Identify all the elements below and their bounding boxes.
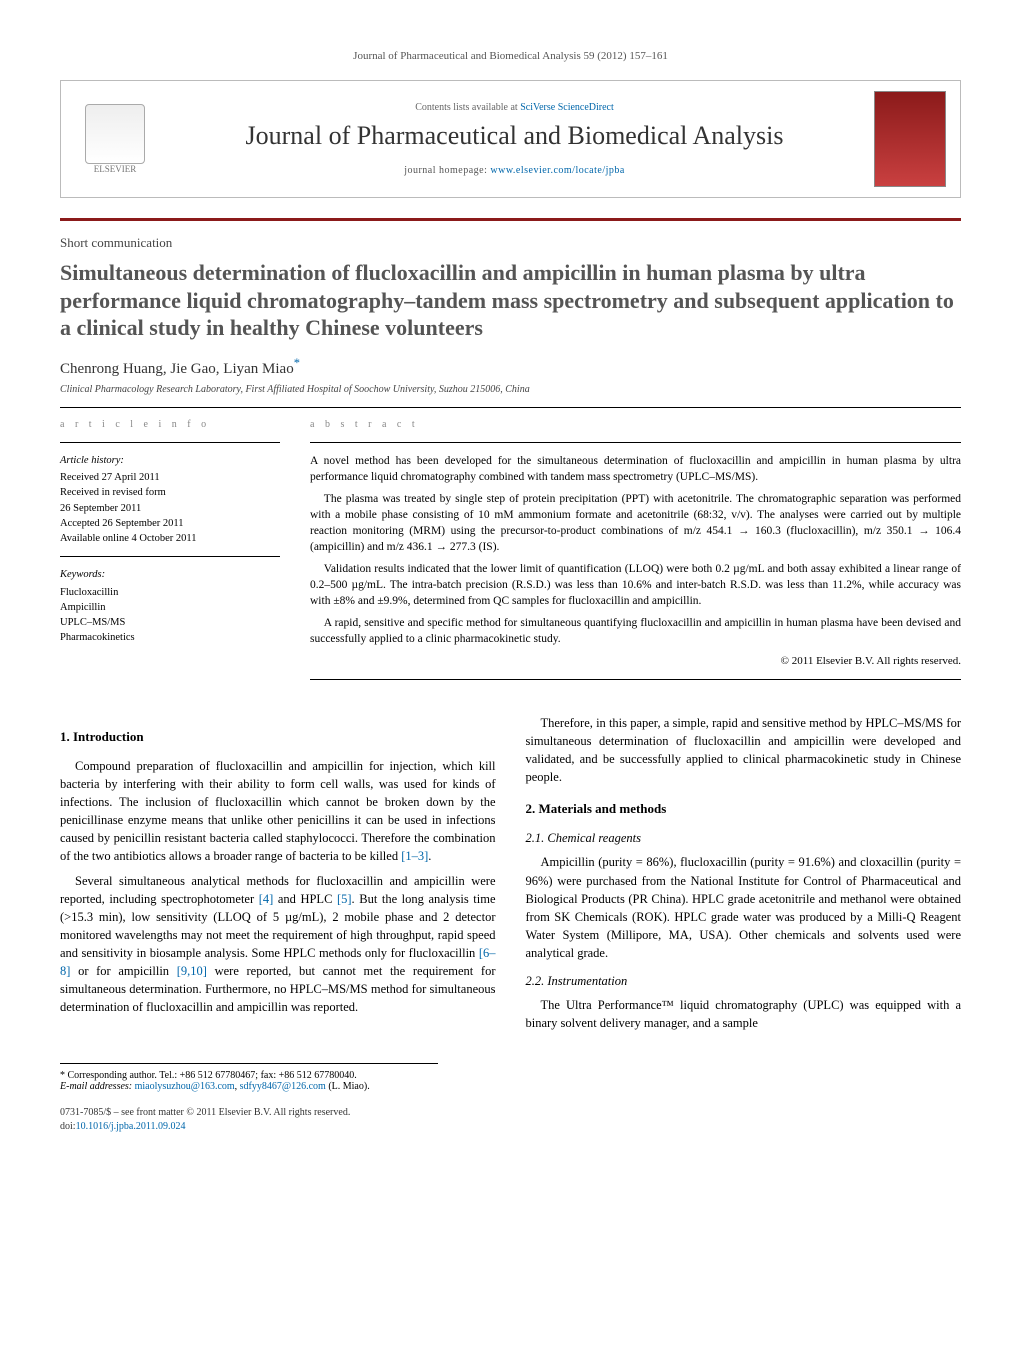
divider-bar: [60, 218, 961, 221]
ref-9-10[interactable]: [9,10]: [177, 964, 207, 978]
abs-rule: [310, 442, 961, 443]
abs-bottom-rule: [310, 679, 961, 680]
s1-p1: Compound preparation of flucloxacillin a…: [60, 757, 496, 866]
keyword-1: Flucloxacillin: [60, 585, 280, 600]
authors-text: Chenrong Huang, Jie Gao, Liyan Miao: [60, 361, 294, 377]
ref-1-3[interactable]: [1–3]: [401, 849, 428, 863]
history-label: Article history:: [60, 453, 280, 468]
contents-prefix: Contents lists available at: [415, 102, 520, 113]
revised-date-1: Received in revised form: [60, 485, 280, 500]
issn-copyright-line: 0731-7085/$ – see front matter © 2011 El…: [60, 1106, 961, 1120]
doi-prefix: doi:: [60, 1121, 76, 1132]
email-label: E-mail addresses:: [60, 1081, 135, 1092]
article-info-column: a r t i c l e i n f o Article history: R…: [60, 418, 280, 690]
s1-p2: Several simultaneous analytical methods …: [60, 872, 496, 1017]
page: Journal of Pharmaceutical and Biomedical…: [0, 0, 1021, 1184]
publisher-name: ELSEVIER: [94, 164, 137, 174]
homepage-prefix: journal homepage:: [404, 165, 490, 176]
accepted-date: Accepted 26 September 2011: [60, 516, 280, 531]
abstract-p1: A novel method has been developed for th…: [310, 453, 961, 485]
email-line: E-mail addresses: miaolysuzhou@163.com, …: [60, 1081, 438, 1092]
journal-cover-thumbnail: [874, 91, 946, 187]
body-columns: 1. Introduction Compound preparation of …: [60, 714, 961, 1033]
section-2-2-title: 2.2. Instrumentation: [526, 972, 962, 990]
running-head: Journal of Pharmaceutical and Biomedical…: [60, 50, 961, 62]
publisher-logo: ELSEVIER: [75, 94, 155, 184]
s1-p2-d: or for ampicillin: [70, 964, 176, 978]
author-list: Chenrong Huang, Jie Gao, Liyan Miao*: [60, 356, 961, 378]
keyword-2: Ampicillin: [60, 600, 280, 615]
ref-5[interactable]: [5]: [337, 892, 352, 906]
email-suffix: (L. Miao).: [326, 1081, 370, 1092]
journal-header-box: ELSEVIER Contents lists available at Sci…: [60, 80, 961, 198]
section-2-title: 2. Materials and methods: [526, 800, 962, 819]
s1-p2-b: and HPLC: [273, 892, 337, 906]
keyword-4: Pharmacokinetics: [60, 630, 280, 645]
article-type: Short communication: [60, 235, 961, 251]
abstract-copyright: © 2011 Elsevier B.V. All rights reserved…: [310, 654, 961, 669]
section-1-title: 1. Introduction: [60, 728, 496, 747]
article-info-heading: a r t i c l e i n f o: [60, 418, 280, 433]
abstract-p2: The plasma was treated by single step of…: [310, 491, 961, 555]
doi-link[interactable]: 10.1016/j.jpba.2011.09.024: [76, 1121, 186, 1132]
s2-2-p1: The Ultra Performance™ liquid chromatogr…: [526, 996, 962, 1032]
doi-line: doi:10.1016/j.jpba.2011.09.024: [60, 1120, 961, 1134]
revised-date-2: 26 September 2011: [60, 501, 280, 516]
journal-homepage-link[interactable]: www.elsevier.com/locate/jpba: [490, 165, 624, 176]
abstract-p3: Validation results indicated that the lo…: [310, 561, 961, 609]
online-date: Available online 4 October 2011: [60, 531, 280, 546]
bottom-metadata: 0731-7085/$ – see front matter © 2011 El…: [60, 1106, 961, 1134]
ref-4[interactable]: [4]: [259, 892, 274, 906]
section-2-1-title: 2.1. Chemical reagents: [526, 829, 962, 847]
abstract-column: a b s t r a c t A novel method has been …: [310, 418, 961, 690]
s1-p1-end: .: [428, 849, 431, 863]
email-2[interactable]: sdfyy8467@126.com: [240, 1081, 326, 1092]
contents-available-line: Contents lists available at SciVerse Sci…: [169, 102, 860, 113]
abstract-p4: A rapid, sensitive and specific method f…: [310, 615, 961, 647]
email-1[interactable]: miaolysuzhou@163.com: [135, 1081, 235, 1092]
journal-homepage-line: journal homepage: www.elsevier.com/locat…: [169, 165, 860, 176]
elsevier-tree-icon: [85, 104, 145, 164]
info-rule: [60, 442, 280, 443]
footnotes: * Corresponding author. Tel.: +86 512 67…: [60, 1063, 438, 1092]
sciencedirect-link[interactable]: SciVerse ScienceDirect: [520, 102, 614, 113]
s1-p1-text: Compound preparation of flucloxacillin a…: [60, 759, 496, 864]
s1-p3: Therefore, in this paper, a simple, rapi…: [526, 714, 962, 787]
received-date: Received 27 April 2011: [60, 470, 280, 485]
meta-abstract-row: a r t i c l e i n f o Article history: R…: [60, 418, 961, 690]
keywords-label: Keywords:: [60, 567, 280, 582]
article-title: Simultaneous determination of flucloxaci…: [60, 259, 961, 342]
s2-1-p1: Ampicillin (purity = 86%), flucloxacilli…: [526, 853, 962, 962]
kw-rule: [60, 556, 280, 557]
keyword-3: UPLC–MS/MS: [60, 615, 280, 630]
rule-top: [60, 407, 961, 408]
abstract-heading: a b s t r a c t: [310, 418, 961, 432]
journal-title: Journal of Pharmaceutical and Biomedical…: [169, 121, 860, 151]
corresponding-marker: *: [294, 356, 300, 370]
corresponding-author-note: * Corresponding author. Tel.: +86 512 67…: [60, 1070, 438, 1081]
header-center: Contents lists available at SciVerse Sci…: [169, 102, 860, 176]
affiliation: Clinical Pharmacology Research Laborator…: [60, 384, 961, 395]
